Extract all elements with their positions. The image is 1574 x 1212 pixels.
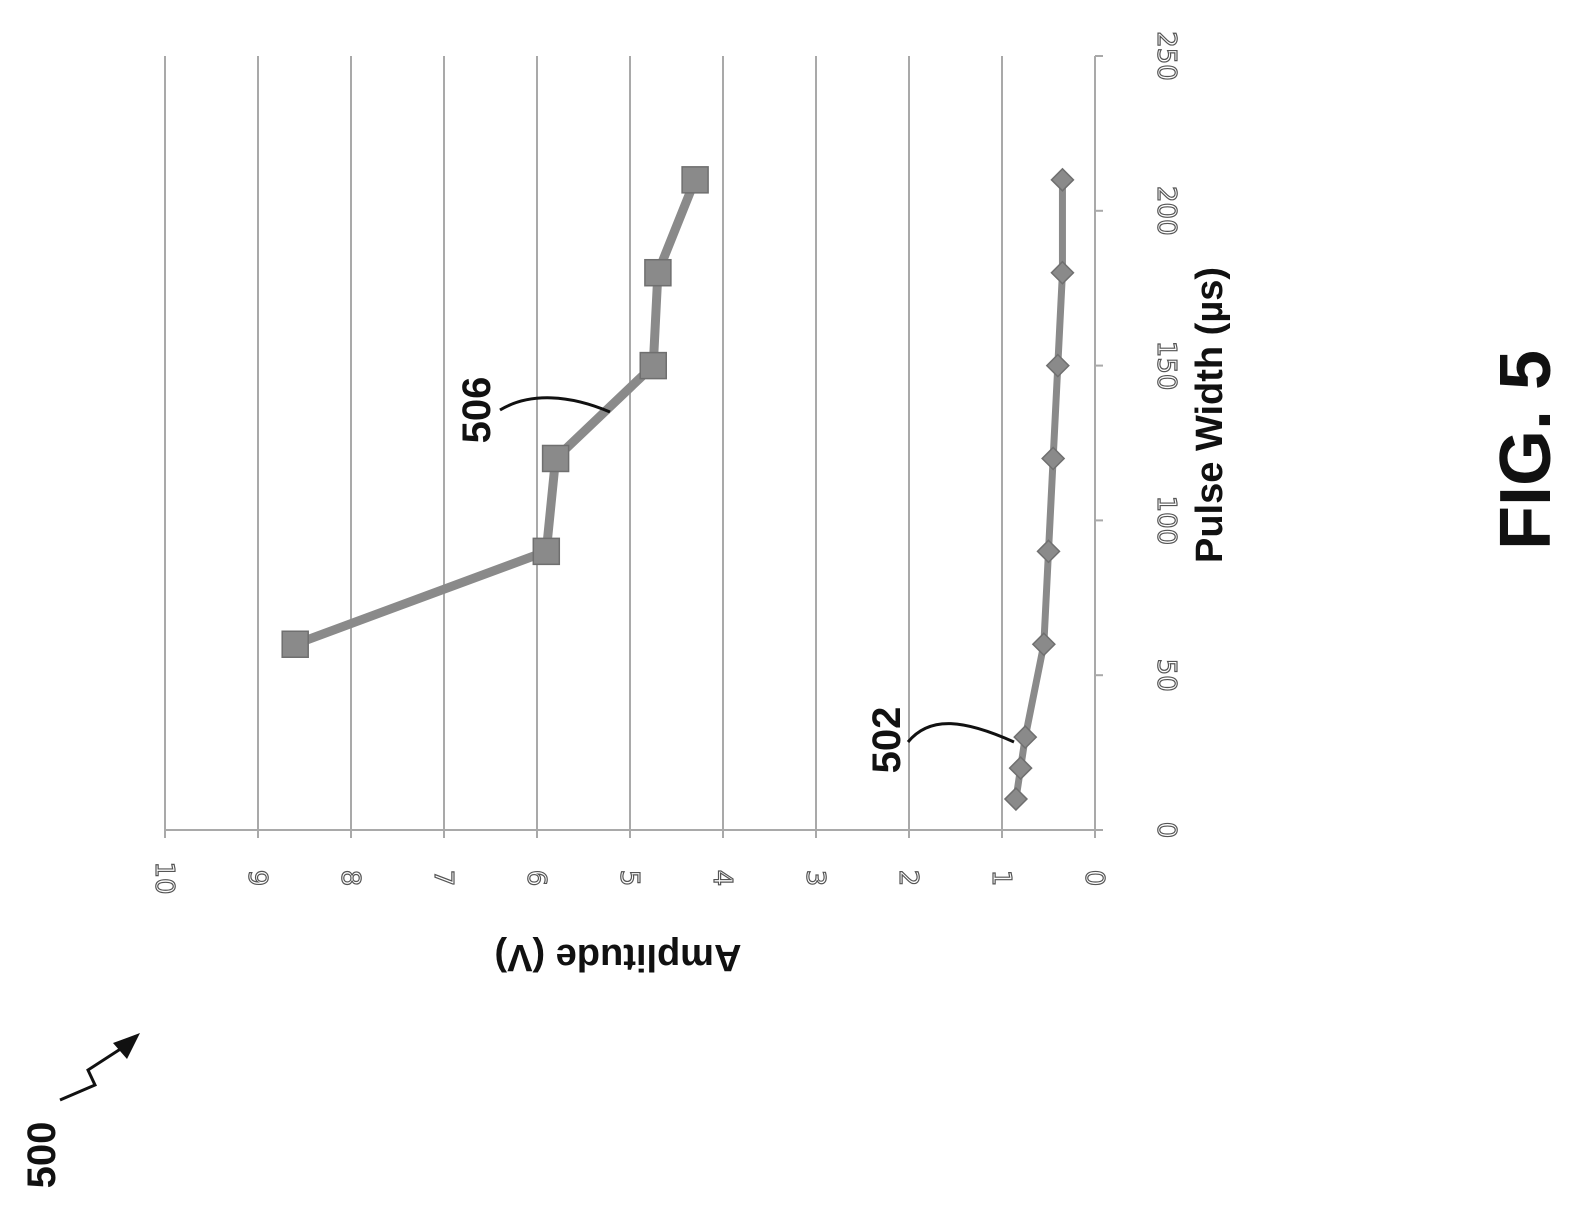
figure-reference-arrow [59, 1046, 123, 1102]
series-506-point [639, 351, 667, 380]
series-502-point [1008, 756, 1033, 781]
series-502-leader [906, 722, 1015, 744]
tick-label-amplitude: 3 [800, 870, 830, 887]
tick-label-amplitude: 5 [614, 870, 644, 887]
tick-label-amplitude: 6 [521, 870, 551, 887]
figure-label: FIG. 5 [1486, 350, 1566, 550]
figure-reference-number: 500 [20, 1122, 64, 1189]
series-506-label: 506 [455, 377, 499, 444]
tick-label-pulse-width: 250 [1151, 31, 1181, 81]
tick-label-amplitude: 2 [893, 870, 923, 887]
series-506-point [281, 630, 309, 658]
series-502-point [1036, 539, 1061, 564]
tick-label-amplitude: 4 [707, 870, 737, 887]
tick-label-pulse-width: 150 [1151, 341, 1181, 391]
series-502-label: 502 [865, 707, 909, 774]
series-502-point [1041, 446, 1066, 471]
tick-label-pulse-width: 50 [1151, 659, 1181, 692]
series-502-point [1045, 353, 1070, 378]
tick-label-amplitude: 8 [335, 870, 365, 887]
tick-label-amplitude: 0 [1079, 870, 1109, 887]
tick-label-pulse-width: 0 [1151, 822, 1181, 839]
series-506-line [290, 175, 700, 649]
tick-label-amplitude: 9 [242, 870, 272, 887]
series-506-leader [499, 396, 611, 414]
tick-label-pulse-width: 200 [1151, 186, 1181, 236]
series-502-point [1031, 632, 1056, 657]
series-502-point [1003, 786, 1029, 812]
series-506-point [681, 166, 709, 194]
axes [164, 55, 1103, 838]
series-506-point [644, 258, 672, 287]
tick-label-amplitude: 10 [149, 861, 179, 894]
gridlines [164, 56, 1003, 830]
series-502-point [1013, 725, 1038, 750]
series-502-point [1050, 167, 1075, 192]
tick-label-amplitude: 7 [428, 870, 458, 887]
tick-label-amplitude: 1 [986, 870, 1016, 887]
y-axis-title: Amplitude (V) [495, 936, 742, 978]
series-506-point [541, 444, 570, 473]
arrowhead-icon [113, 1033, 140, 1059]
series-506-point [532, 537, 561, 566]
x-axis-title: Pulse Width (µs) [1189, 267, 1231, 563]
series-502-point [1050, 260, 1075, 285]
data-series [281, 166, 1075, 812]
tick-label-pulse-width: 100 [1151, 496, 1181, 546]
